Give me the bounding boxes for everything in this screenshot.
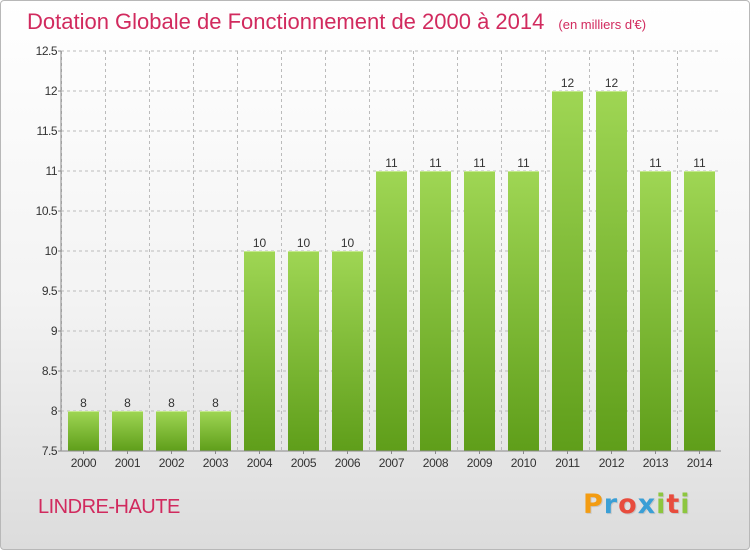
data-label: 12 bbox=[605, 76, 619, 90]
bar-2007 bbox=[376, 171, 407, 451]
logo-letter: P bbox=[583, 489, 604, 520]
y-tick-label: 8 bbox=[51, 404, 58, 418]
chart-title: Dotation Globale de Fonctionnement de 20… bbox=[27, 9, 646, 35]
x-tick-label: 2011 bbox=[555, 456, 580, 470]
y-tick-label: 12.5 bbox=[36, 44, 58, 58]
chart-title-text: Dotation Globale de Fonctionnement de 20… bbox=[27, 9, 545, 34]
logo-letter: i bbox=[656, 489, 667, 520]
x-tick-label: 2013 bbox=[643, 456, 669, 470]
bar-2003 bbox=[200, 411, 231, 451]
data-label: 8 bbox=[80, 396, 87, 410]
data-label: 8 bbox=[168, 396, 175, 410]
bar-2000 bbox=[68, 411, 99, 451]
y-tick-label: 7.5 bbox=[42, 444, 58, 458]
x-tick-label: 2008 bbox=[423, 456, 449, 470]
logo-letter: r bbox=[603, 489, 619, 520]
bar-2009 bbox=[464, 171, 495, 451]
chart-unit: (en milliers d'€) bbox=[558, 17, 647, 32]
y-tick-label: 11.5 bbox=[37, 124, 58, 138]
logo-letter: o bbox=[618, 489, 638, 520]
bars: 8 8 8 8 10 10 10 11 11 11 11 12 12 11 11 bbox=[68, 76, 715, 451]
logo-letter: t bbox=[666, 489, 681, 520]
x-tick-label: 2014 bbox=[687, 456, 713, 470]
bar-2005 bbox=[288, 251, 319, 451]
x-tick-label: 2009 bbox=[467, 456, 493, 470]
y-tick-label: 9.5 bbox=[42, 284, 58, 298]
logo-letter: i bbox=[680, 489, 691, 520]
bar-2008 bbox=[420, 171, 451, 451]
bar-2011 bbox=[552, 91, 583, 451]
bar-2014 bbox=[684, 171, 715, 451]
logo-letter: x bbox=[637, 489, 657, 520]
commune-name: LINDRE-HAUTE bbox=[38, 496, 180, 518]
data-label: 11 bbox=[385, 156, 398, 170]
data-label: 10 bbox=[297, 236, 311, 250]
data-label: 11 bbox=[517, 156, 530, 170]
data-label: 12 bbox=[561, 76, 575, 90]
x-tick-label: 2005 bbox=[291, 456, 317, 470]
data-label: 11 bbox=[693, 156, 706, 170]
data-label: 10 bbox=[253, 236, 267, 250]
bar-2004 bbox=[244, 251, 275, 451]
bar-2002 bbox=[156, 411, 187, 451]
bar-2001 bbox=[112, 411, 143, 451]
x-tick-label: 2002 bbox=[159, 456, 185, 470]
data-label: 8 bbox=[212, 396, 219, 410]
x-tick-label: 2000 bbox=[71, 456, 97, 470]
x-tick-label: 2006 bbox=[335, 456, 361, 470]
data-label: 11 bbox=[429, 156, 442, 170]
x-tick-label: 2001 bbox=[115, 456, 141, 470]
data-label: 10 bbox=[341, 236, 355, 250]
x-tick-label: 2010 bbox=[511, 456, 537, 470]
y-tick-label: 11 bbox=[46, 164, 58, 178]
bar-2006 bbox=[332, 251, 363, 451]
bar-2013 bbox=[640, 171, 671, 451]
proxiti-logo[interactable]: Proxiti bbox=[583, 489, 691, 520]
y-tick-label: 10.5 bbox=[36, 204, 58, 218]
y-tick-label: 10 bbox=[45, 244, 58, 258]
y-tick-label: 12 bbox=[45, 84, 58, 98]
y-tick-label: 9 bbox=[51, 324, 58, 338]
x-tick-label: 2004 bbox=[247, 456, 273, 470]
axes: 7.5 8 8.5 9 9.5 10 10.5 11 11.5 12 12.5 2000 2001 200… bbox=[36, 44, 721, 470]
bar-2012 bbox=[596, 91, 627, 451]
y-tick-label: 8.5 bbox=[42, 364, 58, 378]
x-tick-label: 2012 bbox=[599, 456, 625, 470]
data-label: 11 bbox=[473, 156, 486, 170]
bar-2010 bbox=[508, 171, 539, 451]
x-tick-label: 2003 bbox=[203, 456, 229, 470]
data-label: 11 bbox=[649, 156, 662, 170]
data-label: 8 bbox=[124, 396, 131, 410]
x-tick-label: 2007 bbox=[379, 456, 405, 470]
